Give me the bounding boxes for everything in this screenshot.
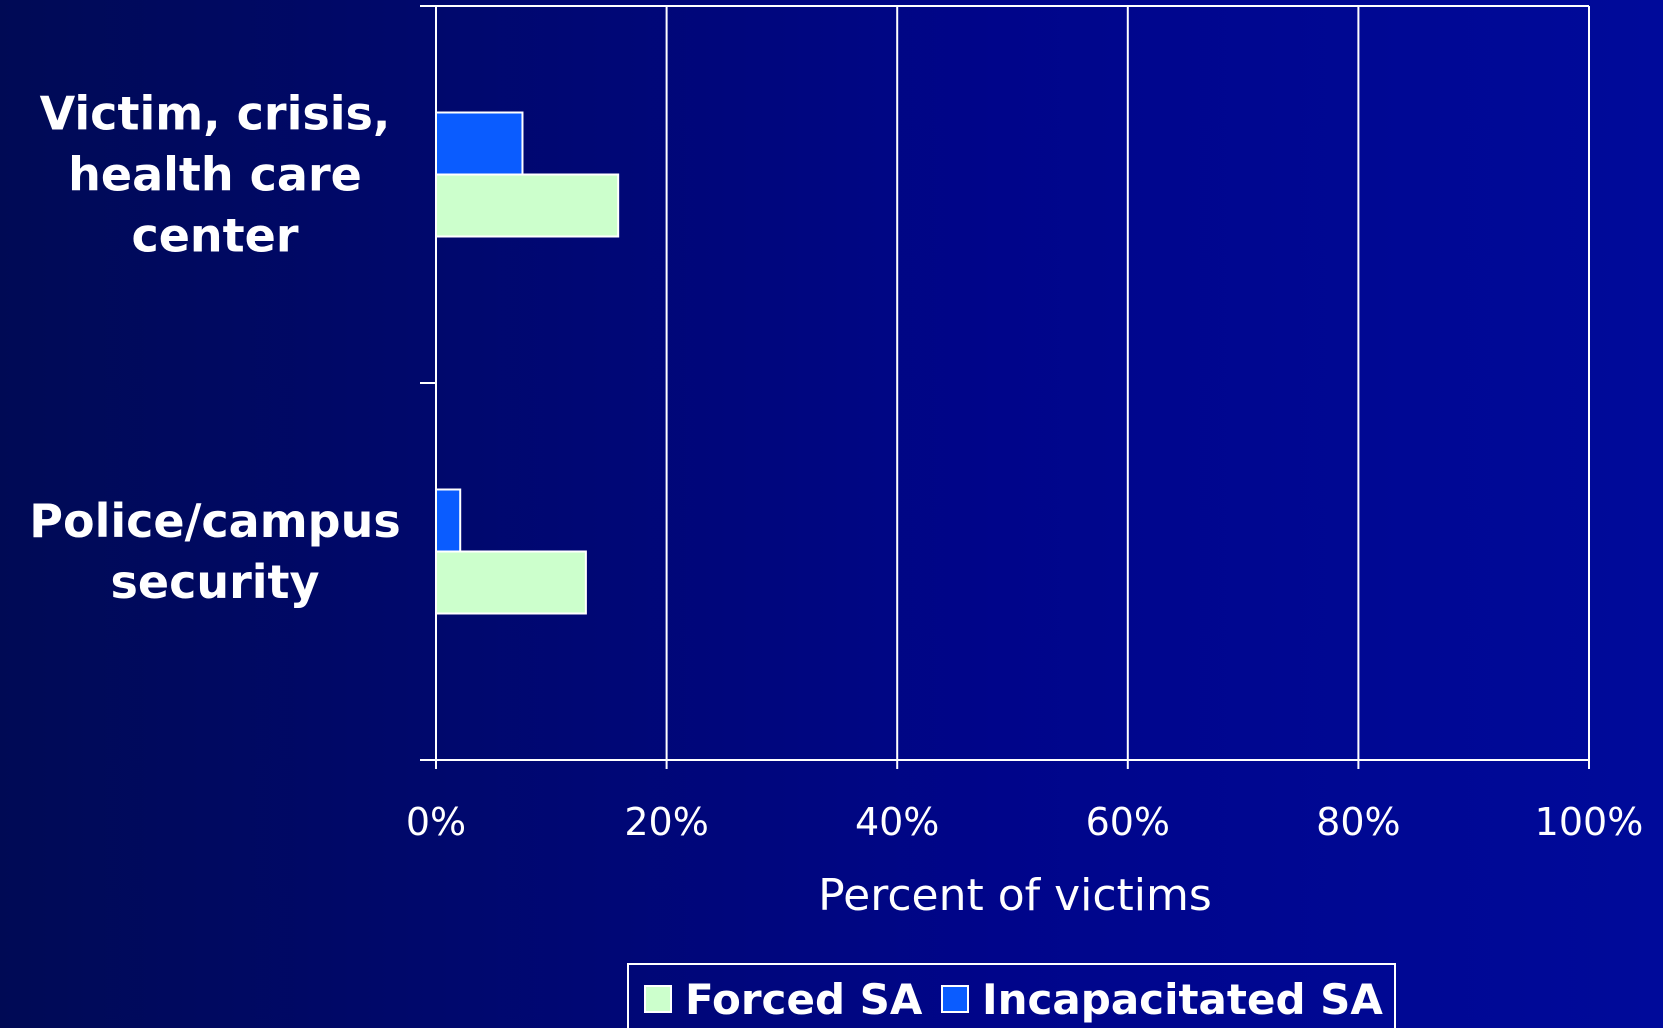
category-label: Victim, crisis, health care center: [40, 87, 391, 263]
legend-box: [627, 963, 1396, 1028]
bar-incapacitated-sa: [435, 488, 462, 553]
bar-forced-sa: [435, 173, 620, 238]
bar-incapacitated-sa: [435, 111, 524, 176]
x-tick-label: 100%: [1535, 800, 1644, 844]
x-tick-label: 20%: [624, 800, 708, 844]
legend-label: Forced SA: [685, 975, 923, 1024]
x-tick-label: 80%: [1316, 800, 1400, 844]
x-axis-title: Percent of victims: [818, 870, 1212, 921]
legend: Forced SA Incapacitated SA: [627, 963, 1396, 1028]
legend-swatch: [941, 985, 969, 1013]
axes: [420, 5, 1589, 761]
x-tick-labels: 0% 20% 40% 60% 80% 100%: [406, 800, 1643, 844]
legend-swatch: [644, 985, 672, 1013]
x-tick-label: 40%: [855, 800, 939, 844]
x-tick-label: 60%: [1086, 800, 1170, 844]
x-tick-label: 0%: [406, 800, 466, 844]
category-labels: Victim, crisis, health care center Police/c…: [29, 87, 400, 610]
grid-lines: [435, 6, 1590, 769]
bar-forced-sa: [435, 550, 587, 615]
bars: [435, 111, 620, 615]
category-label: Police/campus security: [29, 494, 400, 609]
legend-label: Incapacitated SA: [982, 975, 1383, 1024]
